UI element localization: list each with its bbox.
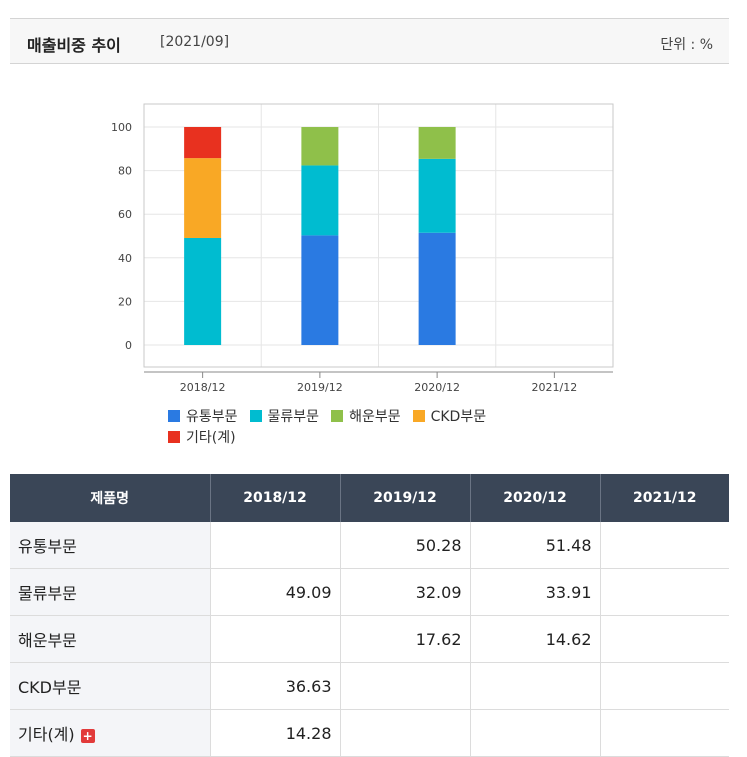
plot-border [143, 103, 614, 368]
row-name-label: 해운부문 [18, 631, 77, 650]
row-name-label: 물류부문 [18, 584, 77, 603]
row-name-label: 유통부문 [18, 537, 77, 556]
table-row: CKD부문 36.63 [10, 662, 729, 710]
y-tick-label: 20 [118, 295, 132, 308]
bar-segment [301, 235, 339, 345]
period-label: [2021/09] [160, 34, 230, 50]
row-name: 해운부문 [10, 615, 211, 663]
bar-segment [301, 165, 339, 236]
table-row: 유통부문 50.28 51.48 [10, 522, 729, 569]
legend-item: CKD부문 [412, 406, 487, 426]
column-header-product: 제품명 [10, 474, 211, 522]
x-tick-label: 2018/12 [180, 381, 226, 394]
table-cell: 36.63 [210, 662, 341, 710]
row-name-label: 기타(계) [18, 725, 75, 744]
legend-row: 유통부문 물류부문 해운부문 CKD부문 [168, 405, 588, 426]
table-cell: 14.28 [210, 709, 341, 757]
y-tick-label: 80 [118, 165, 132, 178]
table-row: 물류부문 49.09 32.09 33.91 [10, 568, 729, 616]
legend-row: 기타(계) [168, 426, 588, 447]
row-name: 물류부문 [10, 568, 211, 616]
table-header-row: 제품명 2018/12 2019/12 2020/12 2021/12 [10, 474, 729, 522]
table-cell [600, 568, 729, 616]
row-name: 유통부문 [10, 522, 211, 569]
column-header: 2019/12 [340, 474, 471, 522]
table-cell [600, 522, 729, 569]
table-cell [600, 615, 729, 663]
bar-segment [418, 232, 456, 345]
table-row: 해운부문 17.62 14.62 [10, 615, 729, 663]
table-cell: 51.48 [470, 522, 601, 569]
table-cell [340, 709, 471, 757]
table-row: 기타(계) +14.28 [10, 709, 729, 757]
table-cell: 49.09 [210, 568, 341, 616]
stacked-bar-chart: 0 20 40 60 80 100 2018/12 2019/12 2020/12 2021/12 [111, 103, 614, 394]
table-body: 유통부문 50.28 51.48 물류부문 49.09 32.09 33.91 해운부문 17.… [10, 522, 729, 757]
legend-item: 기타(계) [168, 427, 236, 447]
table-cell [600, 662, 729, 710]
table-cell: 32.09 [340, 568, 471, 616]
table-cell: 33.91 [470, 568, 601, 616]
legend-label: CKD부문 [430, 408, 487, 425]
x-tick-label: 2019/12 [297, 381, 343, 394]
column-header: 2020/12 [470, 474, 601, 522]
plus-icon[interactable]: + [80, 728, 95, 743]
table-cell: 50.28 [340, 522, 471, 569]
x-tick-label: 2021/12 [532, 381, 578, 394]
unit-label: 단위 : % [660, 37, 713, 53]
table-cell [210, 615, 341, 663]
column-header: 2018/12 [210, 474, 341, 522]
x-tick-label: 2020/12 [414, 381, 460, 394]
table-cell [470, 709, 601, 757]
row-name: 기타(계) + [10, 709, 211, 757]
table-cell [340, 662, 471, 710]
legend-item: 물류부문 [249, 406, 320, 426]
y-tick-label: 60 [118, 208, 132, 221]
bar-segment [184, 158, 222, 238]
bar-segment [418, 158, 456, 233]
table-cell [210, 522, 341, 569]
legend-label: 기타(계) [186, 429, 236, 446]
y-tick-label: 100 [111, 121, 132, 134]
legend-swatch [331, 409, 344, 422]
table-cell [470, 662, 601, 710]
legend-label: 물류부문 [267, 408, 320, 425]
column-header: 2021/12 [600, 474, 729, 522]
bar-segment [301, 127, 339, 166]
legend-swatch [168, 409, 180, 422]
page-title: 매출비중 추이 [27, 36, 121, 55]
bar-segment [184, 127, 222, 159]
chart-area: 0 20 40 60 80 100 2018/12 2019/12 2020/12 2021/12 [10, 64, 729, 470]
row-name: CKD부문 [10, 662, 211, 710]
table-cell: 14.62 [470, 615, 601, 663]
header: 매출비중 추이 [2021/09] 단위 : % [10, 18, 729, 64]
data-table: 제품명 2018/12 2019/12 2020/12 2021/12 유통부문 50.… [10, 474, 729, 757]
legend-item: 해운부문 [331, 406, 401, 426]
legend-item: 유통부문 [168, 406, 238, 426]
legend-swatch [168, 430, 180, 443]
legend-label: 해운부문 [349, 408, 401, 425]
table-cell: 17.62 [340, 615, 471, 663]
row-name-label: CKD부문 [18, 678, 82, 697]
legend-label: 유통부문 [186, 408, 238, 425]
legend-swatch [412, 409, 425, 422]
bar-segment [418, 126, 456, 159]
table-cell [600, 709, 729, 757]
y-tick-label: 0 [125, 339, 132, 352]
legend-swatch [249, 409, 262, 422]
bar-segment [184, 237, 222, 345]
y-tick-label: 40 [118, 252, 132, 265]
